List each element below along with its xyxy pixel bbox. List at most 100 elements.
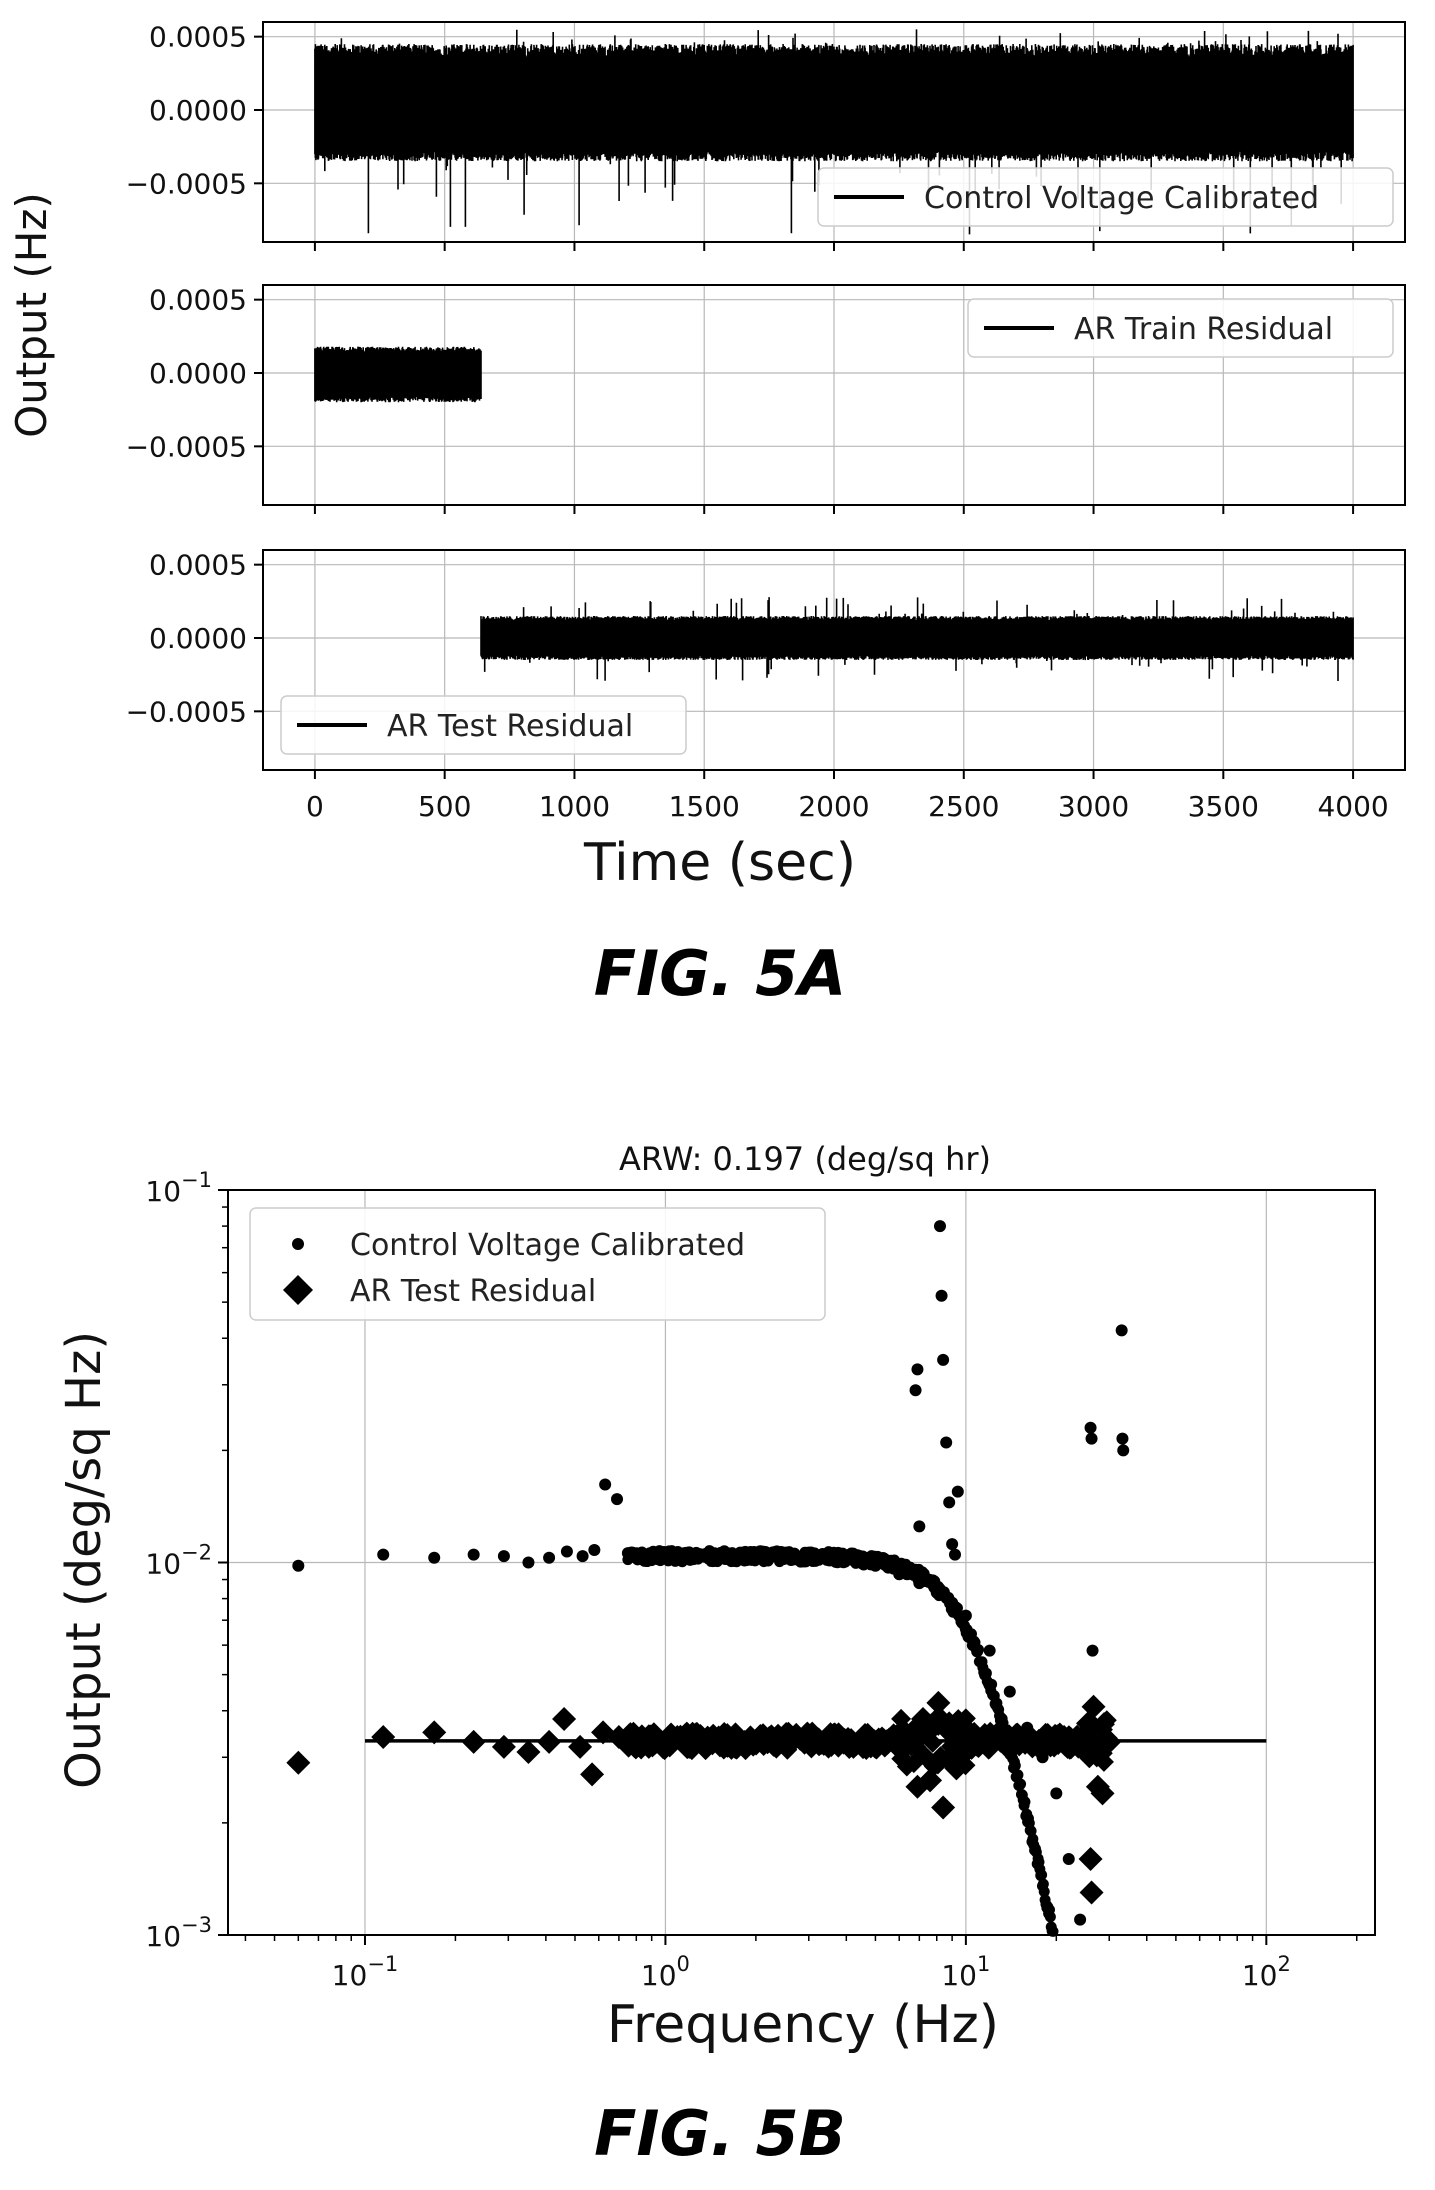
ar-point [944,1756,969,1781]
cv-point [1038,1886,1050,1898]
panel-1: 0.0005 0.0000 −0.0005 Control Voltage Calib… [126,21,1406,251]
cv-point [1015,1778,1027,1790]
y-tick-label: −0.0005 [126,430,247,463]
cv-point [292,1559,305,1572]
x-tick-label: 500 [418,790,471,823]
cv-point [959,1609,972,1622]
cv-point [946,1538,959,1551]
cv-point [1084,1421,1097,1434]
cv-point [913,1577,926,1590]
cv-point [980,1667,992,1679]
series-band [314,58,1354,151]
cv-point [588,1544,601,1557]
cv-point [840,1553,853,1566]
y-tick-label: 0.0000 [149,357,247,390]
x-tick-label: 2000 [798,790,869,823]
ar-point [640,1724,661,1745]
ar-point [516,1739,541,1764]
figure-5a: Output (Hz) Time (sec) FIG. 5A 0.00050.0… [7,21,1406,1010]
cv-point [909,1384,922,1397]
x-tick-label: 102 [1242,1952,1291,1992]
cv-point [1003,1685,1016,1698]
cv-point [951,1485,964,1498]
x-tick-label: 101 [941,1952,990,1992]
legend: Control Voltage Calibrated AR Test Residu… [249,1207,826,1321]
cv-point [1019,1796,1031,1808]
cv-point [930,1586,943,1599]
ar-point [624,1734,649,1759]
ar-point [796,1729,821,1754]
ar-point [1079,1880,1104,1905]
cv-point [911,1363,924,1376]
cv-point [1021,1721,1034,1734]
cv-point [940,1436,953,1449]
cv-point [428,1551,441,1564]
ar-point [1078,1846,1103,1871]
cv-point [935,1289,948,1302]
cv-point [576,1550,589,1563]
x-tick-label: 1000 [539,790,610,823]
cv-point [1012,1769,1024,1781]
x-tick-label: 0 [306,790,324,823]
cv-point [802,1550,815,1563]
y-tick-label: −0.0005 [126,695,247,728]
legend: AR Train Residual [967,298,1394,358]
ar-point [491,1734,516,1759]
ar-point [863,1734,888,1759]
ar-point [1093,1713,1114,1734]
ar-point [1030,1734,1055,1759]
cv-point [1086,1644,1099,1657]
ar-point [937,1711,962,1736]
x-tick-label: 1500 [669,790,740,823]
cv-point [659,1550,672,1563]
cv-point [645,1550,658,1563]
y-tick-label: 10−1 [145,1168,212,1208]
x-tick-label: 10−1 [332,1952,399,1992]
ar-point [926,1690,951,1715]
ar-point [887,1725,912,1750]
ar-point [606,1725,631,1750]
ar-point [670,1724,691,1745]
fig-b-ylabel: Output (deg/sq Hz) [56,1331,112,1789]
cv-point [1116,1432,1129,1445]
legend-box [967,298,1394,358]
cv-point [1009,1760,1021,1772]
legend-swatch-dot [292,1238,304,1250]
ar-point [931,1795,956,1820]
cv-point [611,1493,624,1506]
fig-b-xlabel: Frequency (Hz) [607,1995,999,2055]
x-tick-label: 3000 [1058,790,1129,823]
ar-point [286,1750,311,1775]
legend: Control Voltage Calibrated [817,167,1394,227]
ar-point [422,1720,447,1745]
ar-point [918,1768,943,1793]
y-tick-label: 10−3 [145,1913,212,1953]
cv-point [1074,1913,1087,1926]
figure-5b: ARW: 0.197 (deg/sq hr) Output (deg/sq Hz… [56,1140,1376,2170]
cv-point [822,1551,835,1564]
cv-point [560,1545,573,1558]
cv-point [1036,1751,1049,1764]
ar-point [743,1729,768,1754]
fig-a-caption: FIG. 5A [594,937,847,1010]
fig-a-xlabel: Time (sec) [583,833,856,893]
ar-point [653,1734,678,1759]
ar-point [1086,1747,1107,1768]
cv-point [522,1556,535,1569]
ar-point [911,1707,936,1732]
y-tick-label: 0.0000 [149,622,247,655]
cv-point [893,1568,906,1581]
cv-point [1062,1852,1075,1865]
ar-point [552,1707,577,1732]
cv-point [778,1550,791,1563]
legend-label: AR Test Residual [387,709,633,744]
legend-label: AR Test Residual [350,1274,596,1309]
panel-3: 0 500 1000 1500 2000 2500 3000 3500 4000 0.0005 0.… [126,549,1406,823]
legend-label: Control Voltage Calibrated [350,1228,745,1263]
y-tick-label: 0.0005 [149,549,247,582]
fig-b-caption: FIG. 5B [594,2097,846,2170]
legend-swatch-diamond [283,1275,313,1305]
cv-point [377,1548,390,1561]
cv-point [869,1559,882,1572]
